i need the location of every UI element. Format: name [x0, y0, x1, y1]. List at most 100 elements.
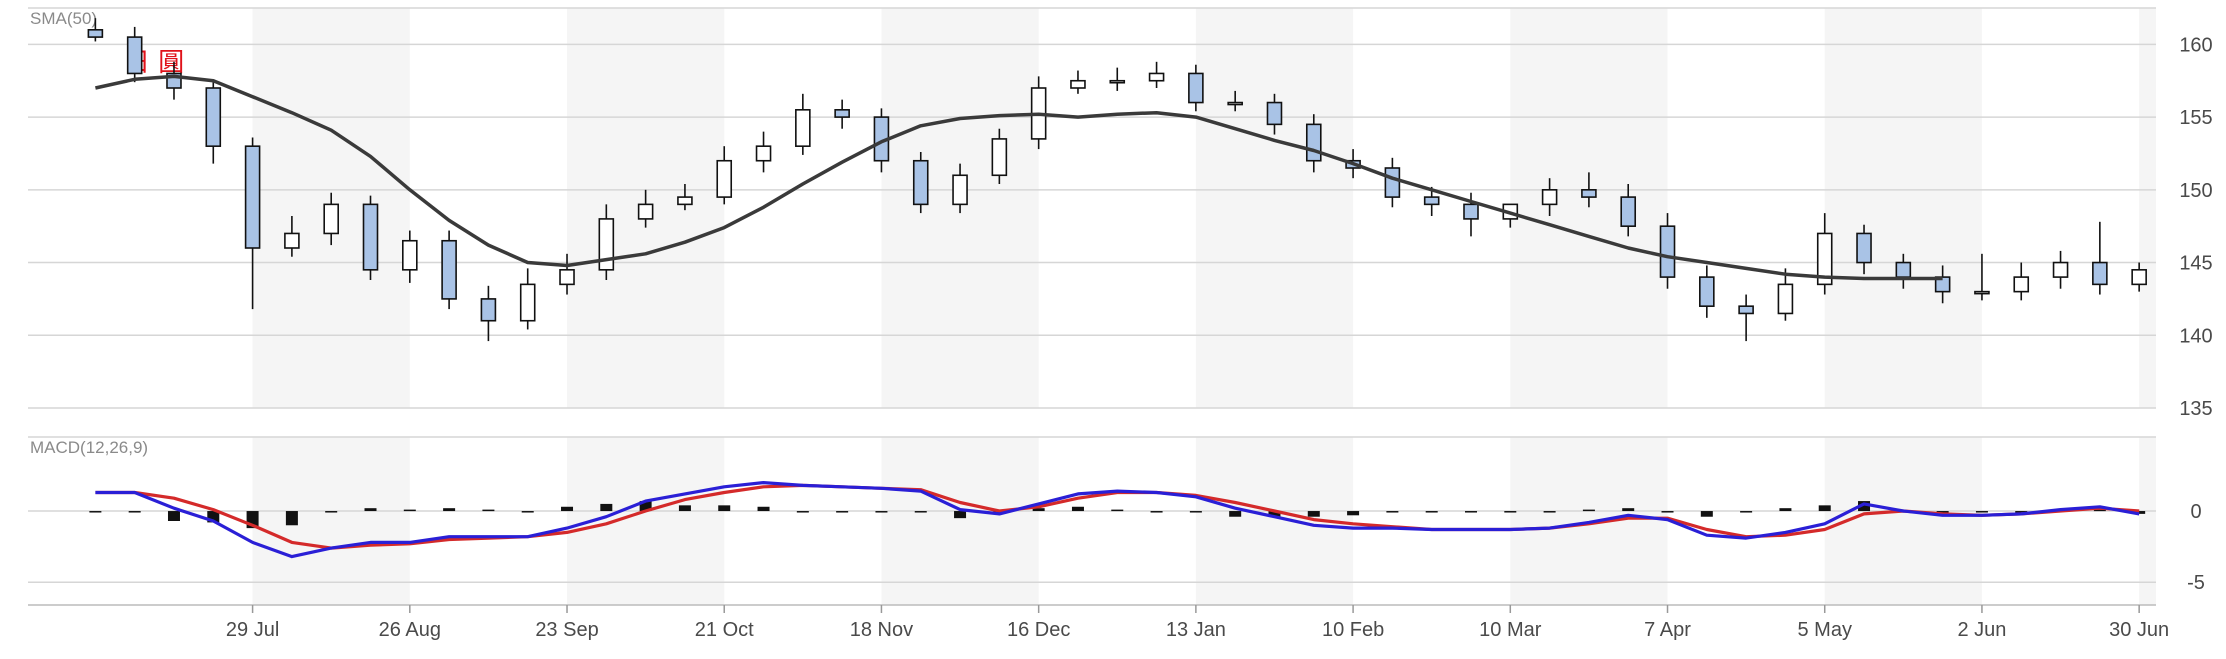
- macd-histogram-bar: [1779, 508, 1792, 512]
- candle-body: [1305, 123, 1322, 162]
- macd-histogram-bar: [1347, 511, 1360, 516]
- x-tick-label: 10 Feb: [1322, 619, 1384, 641]
- candle-body: [1974, 290, 1990, 295]
- candle-body: [912, 159, 929, 206]
- macd-histogram-bar: [1425, 511, 1438, 513]
- macd-histogram-bar: [403, 509, 416, 512]
- candle-body: [598, 218, 615, 271]
- macd-histogram-bar: [718, 505, 731, 512]
- candle-body: [402, 239, 418, 271]
- sma-line: [95, 74, 1943, 281]
- x-tick-label: 5 May: [1797, 619, 1851, 641]
- macd-y-tick-label: -5: [2187, 572, 2205, 594]
- candle-body: [1816, 232, 1833, 286]
- candle-body: [1581, 189, 1597, 198]
- macd-histogram-bar: [1582, 509, 1595, 512]
- x-tick-label: 18 Nov: [850, 619, 913, 641]
- candle-body: [519, 283, 536, 322]
- candle-body: [2092, 261, 2108, 286]
- x-tick-label: 7 Apr: [1644, 619, 1691, 641]
- macd-histogram-bar: [914, 511, 927, 513]
- macd-band: [252, 437, 410, 605]
- price-y-tick-label: 140: [2179, 325, 2212, 347]
- macd-histogram-bar: [521, 511, 534, 513]
- macd-histogram-bar: [796, 511, 809, 513]
- candle-body: [1699, 276, 1715, 307]
- macd-histogram: [89, 501, 2146, 529]
- candle-body: [1227, 101, 1243, 106]
- x-tick-label: 2 Jun: [1957, 619, 2006, 641]
- x-axis: 29 Jul 26 Aug 23 Sep 21 Oct 18 Nov 16 Dec 13 J…: [226, 605, 2169, 641]
- macd-histogram-bar: [1622, 508, 1635, 512]
- macd-histogram-bar: [1858, 501, 1871, 512]
- candle-body: [1384, 167, 1401, 198]
- macd-histogram-bar: [207, 511, 220, 523]
- candle-body: [755, 145, 772, 162]
- macd-histogram-bar: [836, 511, 849, 513]
- price-y-axis: 160 155 150 145 140 135: [2179, 34, 2212, 420]
- macd-histogram-bar: [1543, 511, 1556, 513]
- candle-body: [1620, 196, 1637, 227]
- candle-body: [126, 36, 143, 75]
- candle-body: [2052, 261, 2069, 278]
- x-tick-label: 26 Aug: [379, 619, 441, 641]
- macd-histogram-bar: [1229, 511, 1242, 517]
- macd-histogram-bar: [285, 511, 298, 526]
- candle-body: [834, 109, 850, 118]
- candle-body: [1148, 72, 1165, 82]
- indicator-lines: [95, 74, 2140, 559]
- macd-panel-title: MACD(12,26,9): [30, 438, 148, 457]
- macd-band: [881, 437, 1039, 605]
- macd-histogram-bar: [600, 503, 613, 512]
- candle-body: [1070, 79, 1086, 89]
- candle-body: [1777, 283, 1794, 315]
- x-tick-label: 16 Dec: [1007, 619, 1070, 641]
- price-y-tick-label: 155: [2179, 107, 2212, 129]
- gridlines: [28, 7, 2156, 606]
- macd-histogram-bar: [1661, 511, 1674, 513]
- candle-body: [1109, 79, 1126, 84]
- candle-body: [991, 138, 1008, 177]
- macd-histogram-bar: [1700, 511, 1713, 517]
- candle-body: [716, 159, 733, 198]
- candle-body: [952, 174, 968, 206]
- candle-body: [1934, 276, 1951, 293]
- candle-body: [1423, 196, 1440, 206]
- price-band: [2139, 8, 2156, 408]
- macd-histogram-bar: [1032, 508, 1045, 512]
- macd-histogram-bar: [2015, 511, 2028, 513]
- price-y-tick-label: 160: [2179, 34, 2212, 56]
- macd-band: [2139, 437, 2156, 605]
- macd-histogram-bar: [1936, 511, 1949, 513]
- x-tick-label: 13 Jan: [1166, 619, 1226, 641]
- macd-histogram-bar: [89, 511, 102, 513]
- candle-body: [1738, 305, 1754, 315]
- macd-band: [1824, 437, 1982, 605]
- macd-histogram-bar: [1740, 511, 1753, 513]
- candle-body: [677, 196, 693, 206]
- price-panel-title: SMA(50): [30, 9, 97, 28]
- candle-body: [284, 232, 300, 249]
- candle-body: [2013, 276, 2030, 293]
- macd-histogram-bar: [1386, 511, 1399, 513]
- candle-body: [637, 203, 654, 220]
- macd-histogram-bar: [1150, 511, 1163, 513]
- candle-body: [323, 203, 339, 235]
- macd-histogram-bar: [1307, 511, 1320, 517]
- candle-body: [1895, 261, 1912, 278]
- candle-body: [1541, 189, 1558, 206]
- macd-line: [95, 481, 2140, 559]
- candle-body: [1463, 203, 1479, 220]
- macd-histogram-bar: [443, 508, 456, 512]
- candle-body: [559, 269, 575, 286]
- macd-histogram-bar: [167, 511, 180, 521]
- price-band: [1824, 8, 1982, 408]
- candle-body: [480, 298, 497, 322]
- price-band: [1195, 8, 1354, 408]
- candle-body: [244, 145, 261, 249]
- price-y-tick-label: 145: [2179, 253, 2212, 275]
- macd-histogram-bar: [678, 505, 691, 512]
- macd-histogram-bar: [128, 511, 141, 513]
- macd-histogram-bar: [364, 508, 377, 512]
